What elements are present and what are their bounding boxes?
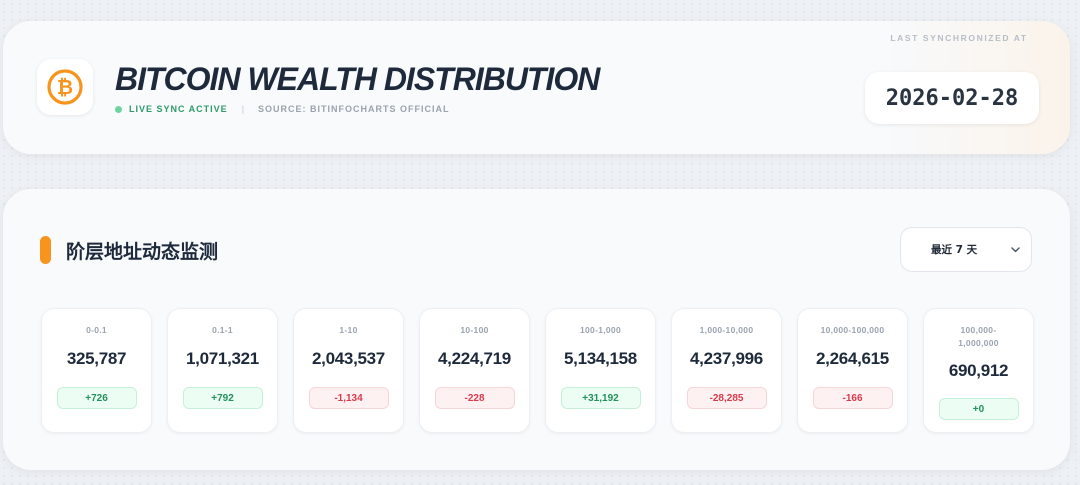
tier-card[interactable]: 10-100 4,224,719 -228 — [419, 308, 530, 433]
tier-change-badge: +792 — [182, 387, 263, 409]
source-text: SOURCE: BITINFOCHARTS OFFICIAL — [258, 104, 450, 114]
tier-range-label: 0.1-1 — [212, 325, 233, 335]
section-title: 阶层地址动态监测 — [66, 241, 219, 263]
live-status-dot — [115, 105, 122, 113]
tier-change-badge: -28,285 — [686, 387, 767, 409]
tier-change-badge: -228 — [434, 387, 515, 409]
svg-text:₿: ₿ — [57, 77, 73, 99]
status-separator: | — [241, 104, 246, 114]
tier-card[interactable]: 100-1,000 5,134,158 +31,192 — [545, 308, 656, 433]
tier-card[interactable]: 0-0.1 325,787 +726 — [41, 308, 152, 433]
sync-date: 2026-02-28 — [865, 72, 1039, 124]
page-title: BITCOIN WEALTH DISTRIBUTION — [115, 61, 600, 97]
tier-card[interactable]: 10,000-100,000 2,264,615 -166 — [797, 308, 908, 433]
tier-address-count: 2,043,537 — [312, 349, 385, 368]
tier-range-label: 1-10 — [339, 325, 358, 335]
tier-address-count: 4,237,996 — [690, 349, 763, 368]
tier-address-count: 2,264,615 — [816, 349, 889, 368]
tier-range-label: 10-100 — [460, 325, 489, 335]
sync-label: LAST SYNCHRONIZED AT — [890, 33, 1028, 43]
tier-address-count: 325,787 — [66, 349, 127, 368]
tier-range-label: 10,000-100,000 — [820, 325, 885, 335]
tier-card[interactable]: 1,000-10,000 4,237,996 -28,285 — [671, 308, 782, 433]
tier-change-badge: -166 — [812, 387, 893, 409]
time-range-value: 最近 7 天 — [931, 244, 978, 256]
tier-address-count: 690,912 — [948, 361, 1009, 380]
tier-change-badge: -1,134 — [308, 387, 389, 409]
logo: ₿ — [37, 59, 93, 115]
tier-range-label: 0-0.1 — [86, 325, 107, 335]
live-status-text: LIVE SYNC ACTIVE — [129, 104, 228, 114]
tier-list: 0-0.1 325,787 +726 0.1-1 1,071,321 +792 1-10 2,… — [41, 308, 1034, 433]
tier-change-badge: +31,192 — [560, 387, 641, 409]
time-range-select[interactable]: 最近 7 天 — [900, 227, 1032, 272]
tier-card[interactable]: 0.1-1 1,071,321 +792 — [167, 308, 278, 433]
tier-address-count: 4,224,719 — [438, 349, 511, 368]
tier-change-badge: +0 — [938, 398, 1019, 420]
chevron-down-icon — [1011, 247, 1020, 253]
tier-range-label: 100-1,000 — [580, 325, 621, 335]
tier-range-label: 1,000-10,000 — [699, 325, 754, 335]
tier-card[interactable]: 1-10 2,043,537 -1,134 — [293, 308, 404, 433]
tier-range-label: 100,000- 1,000,000 — [958, 325, 999, 348]
tier-address-count: 1,071,321 — [186, 349, 259, 368]
status-row: LIVE SYNC ACTIVE | SOURCE: BITINFOCHARTS… — [115, 102, 450, 116]
tier-address-count: 5,134,158 — [564, 349, 637, 368]
section-accent-bar — [40, 236, 51, 264]
tier-card[interactable]: 100,000- 1,000,000 690,912 +0 — [923, 308, 1034, 433]
bitcoin-icon: ₿ — [47, 69, 83, 105]
tier-change-badge: +726 — [56, 387, 137, 409]
